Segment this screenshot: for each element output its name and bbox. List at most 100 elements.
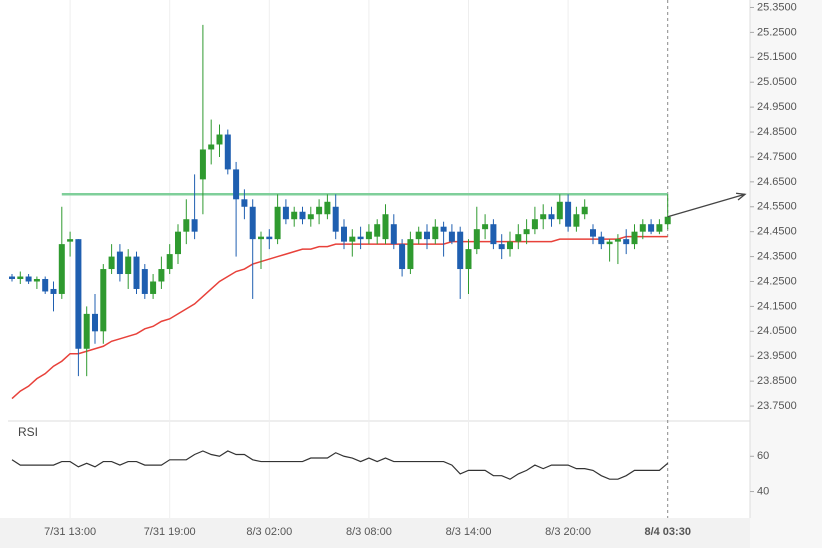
candle-body [291,211,298,220]
candle-body [341,226,347,242]
candle-body [573,214,580,227]
x-tick-label: 8/3 08:00 [346,526,392,538]
candle-body [241,199,248,207]
candle-body [307,214,314,220]
forecast-arrow [667,193,746,218]
y-tick-label: 23.7500 [757,400,797,412]
candle-body [25,276,32,282]
y-tick-label: 24.6500 [757,176,797,188]
candle-body [199,149,206,180]
candle-body [531,219,538,230]
candle-body [92,313,98,332]
candle-body [639,224,646,232]
candle-body [415,231,422,240]
candle-body [42,279,49,292]
candle-body [598,236,605,245]
candle-body [75,239,82,349]
candle-body [274,206,281,240]
y-tick-label: 25.0500 [757,76,797,88]
y-axis-strip [750,0,822,548]
y-tick-label: 23.8500 [757,375,797,387]
x-tick-label: 7/31 19:00 [144,526,196,538]
x-tick-label: 7/31 13:00 [44,526,96,538]
candle-body [191,219,198,232]
candle-body [108,256,115,270]
candle-body [515,234,522,242]
candle-body [166,254,173,270]
candle-body [664,216,671,225]
candle-body [382,214,389,240]
candle-body [116,251,123,275]
y-tick-label: 24.8500 [757,126,797,138]
candle-body [357,236,364,240]
candle-body [316,206,323,215]
candle-body [498,244,505,250]
candle-body [365,231,372,240]
candle-body [332,206,339,232]
candle-body [507,241,513,250]
candle-body [266,236,273,240]
candle-body [432,226,439,240]
candle-body [614,239,621,242]
candle-body [457,231,464,270]
candle-body [349,236,356,242]
y-tick-label: 25.1500 [757,51,797,63]
candle-body [17,276,24,280]
candle-body [606,241,613,245]
y-tick-label: 24.2500 [757,275,797,287]
candle-body [631,231,638,245]
candle-body [648,224,655,232]
candle-body [249,206,256,240]
y-tick-label: 24.7500 [757,151,797,163]
candle-body [125,256,132,275]
candle-body [473,229,480,250]
candle-body [548,214,555,220]
candle-body [656,224,663,232]
rsi-title: RSI [18,425,38,439]
candle-body [374,224,381,237]
x-tick-label: 8/3 20:00 [545,526,591,538]
candle-body [581,206,588,215]
x-tick-label: 8/4 03:30 [644,526,690,538]
y-tick-label: 23.9500 [757,350,797,362]
candle-body [465,249,472,270]
candle-body [83,313,90,349]
y-tick-label: 24.0500 [757,325,797,337]
candle-body [299,211,306,220]
candle-body [233,169,240,200]
candle-body [482,224,489,230]
candle-body [424,231,430,240]
candle-body [590,229,596,237]
y-tick-label: 24.9500 [757,101,797,113]
y-tick-label: 60 [757,450,769,462]
candle-body [33,279,40,282]
candle-body [133,256,140,289]
candle-body [9,276,15,280]
candle-body [175,231,181,255]
y-tick-label: 25.3500 [757,1,797,13]
candle-body [390,224,397,245]
candle-body [565,201,572,227]
candle-body [216,134,223,145]
candle-body [224,134,231,170]
rsi-line [11,450,669,480]
candle-body [448,231,455,242]
candle-body [440,226,447,232]
candle-body [490,224,497,245]
y-tick-label: 40 [757,485,769,497]
candle-body [556,201,563,220]
y-tick-label: 24.1500 [757,300,797,312]
candle-body [208,144,215,150]
candle-body [623,239,630,245]
candle-body [158,269,165,282]
candle-body [141,269,148,294]
candle-body [100,269,107,332]
candle-body [399,244,406,270]
y-tick-label: 24.3500 [757,250,797,262]
y-tick-label: 25.2500 [757,26,797,38]
x-tick-label: 8/3 14:00 [446,526,492,538]
candle-body [67,239,74,242]
candle-body [258,236,264,240]
candle-body [50,288,57,294]
arrow-head [735,192,747,201]
